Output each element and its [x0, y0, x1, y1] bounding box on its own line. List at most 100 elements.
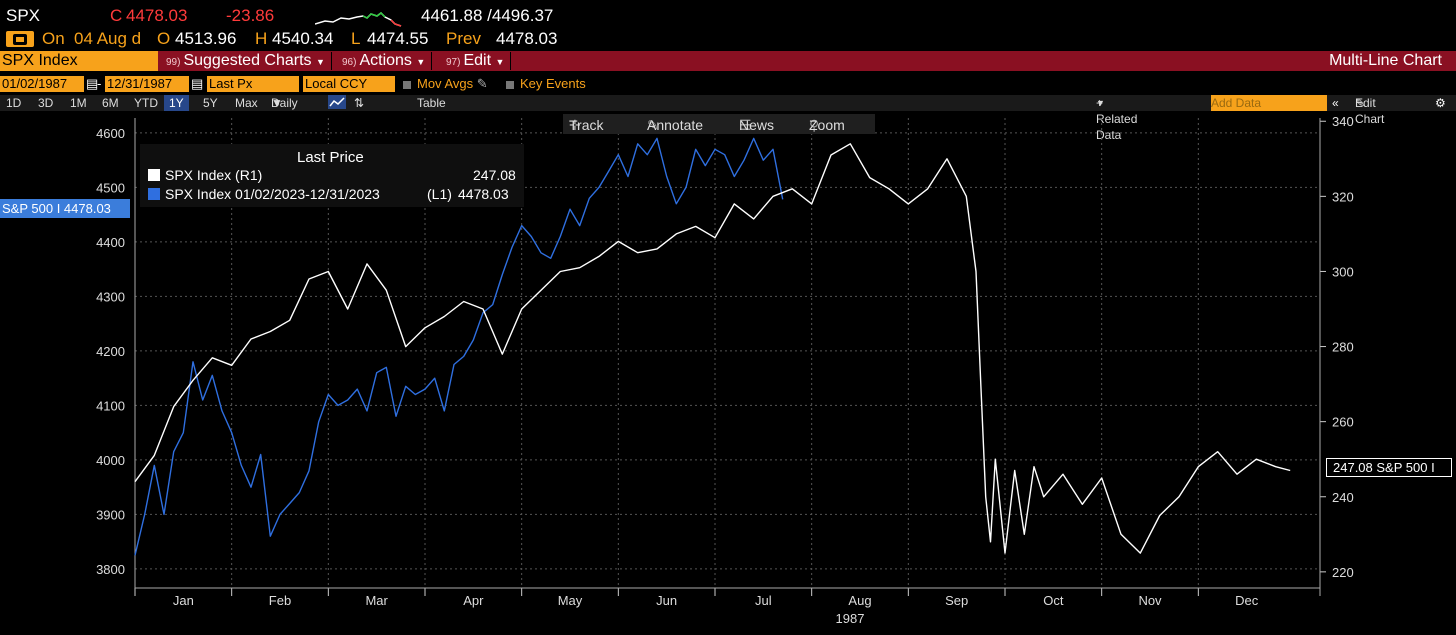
range-ytd[interactable]: YTD	[134, 96, 158, 110]
prev-value: 4478.03	[496, 29, 558, 48]
crosshair-icon: ✛	[569, 117, 581, 133]
key-events-label: Key Events	[520, 76, 586, 91]
prev-label: Prev	[446, 29, 481, 48]
quote-row: On 04 Aug d O 4513.96 H 4540.34 L 4474.5…	[0, 29, 1456, 51]
mov-avgs-toggle[interactable]: Mov Avgs ✎	[403, 76, 488, 92]
bar-chart-icon[interactable]: ⇅	[354, 96, 365, 110]
dropdown-arrow-icon: ▼	[1096, 98, 1105, 108]
month-label: Jul	[755, 593, 772, 608]
params-row: 01/02/1987 ▤ - 12/31/1987 ▤ Last Px Loca…	[0, 76, 1456, 94]
legend-entry-1987[interactable]: SPX Index (R1)	[148, 167, 262, 183]
news-icon: ☰	[739, 117, 752, 133]
blue-swatch-icon	[148, 188, 160, 200]
dropdown-arrow-icon: ▼	[315, 57, 325, 67]
legend: Last Price SPX Index (R1) 247.08 SPX Ind…	[140, 144, 524, 207]
end-date-field[interactable]: 12/31/1987	[105, 76, 189, 92]
pen-icon: ✎	[647, 117, 659, 133]
checkbox-icon	[403, 80, 411, 89]
range-1m[interactable]: 1M	[70, 96, 87, 110]
chart-toolbar: ✛ Track ✎ Annotate ☰ News ⚲ Zoom	[563, 114, 875, 134]
dropdown-arrow-icon: ▼	[495, 57, 505, 67]
month-label: Feb	[269, 593, 291, 608]
actions-menu[interactable]: 96) Actions ▼	[339, 52, 433, 70]
legend-entry-2023[interactable]: SPX Index 01/02/2023-12/31/2023	[148, 186, 380, 202]
last-price: 4478.03	[126, 6, 188, 25]
legend-entry-1987-value: 247.08	[473, 167, 516, 183]
series-line-2023	[134, 137, 784, 556]
field-select[interactable]: Last Px	[207, 76, 299, 92]
month-label: Jan	[173, 593, 194, 608]
range-max[interactable]: Max	[235, 96, 258, 110]
dropdown-arrow-icon: ▼	[271, 96, 283, 110]
news-label: News	[739, 117, 775, 133]
bid-ask-range: 4461.88 /4496.37	[421, 6, 554, 25]
pencil-icon: ✎	[1355, 96, 1366, 110]
open-label: O	[157, 29, 171, 48]
right-tick-label: 300	[1332, 264, 1354, 279]
range-1d[interactable]: 1D	[6, 96, 22, 110]
checkbox-icon	[506, 80, 514, 89]
month-label: Mar	[365, 593, 388, 608]
start-date-field[interactable]: 01/02/1987	[0, 76, 84, 92]
axes	[134, 118, 1326, 596]
chart-type-title: Multi-Line Chart	[1329, 52, 1442, 69]
left-tick-label: 4500	[96, 180, 125, 195]
price-change: -23.86	[226, 6, 275, 25]
low-label: L	[351, 29, 361, 48]
right-tick-label: 220	[1332, 565, 1354, 580]
edit-menu[interactable]: 97) Edit ▼	[443, 52, 512, 70]
month-label: Sep	[945, 593, 968, 608]
collapse-icon[interactable]: «	[1332, 96, 1339, 110]
key-events-toggle[interactable]: Key Events	[506, 76, 586, 92]
month-label: Dec	[1235, 593, 1259, 608]
left-tick-label: 3900	[96, 507, 125, 522]
open-value: 4513.96	[175, 29, 237, 48]
table-button[interactable]: Table	[417, 96, 446, 110]
left-tick-label: 4600	[96, 126, 125, 141]
suggested-charts-menu[interactable]: 99) Suggested Charts ▼	[163, 52, 332, 70]
calendar-icon[interactable]: ▤	[191, 76, 204, 91]
legend-entry-2023-label: SPX Index 01/02/2023-12/31/2023	[165, 186, 380, 202]
range-5y[interactable]: 5Y	[203, 96, 218, 110]
legend-entry-1987-label: SPX Index (R1)	[165, 167, 263, 183]
close-marker: C	[110, 6, 123, 25]
right-tick-label: 240	[1332, 490, 1354, 505]
suggested-charts-shortcut: 99)	[166, 57, 181, 68]
range-3d[interactable]: 3D	[38, 96, 54, 110]
actions-label: Actions	[359, 52, 412, 69]
range-row: 1D 3D 1M 6M YTD 1Y 5Y Max Daily ▼ ⇅ Tabl…	[0, 95, 1456, 142]
left-tick-label: 4400	[96, 235, 125, 250]
gear-icon[interactable]: ⚙	[1435, 96, 1446, 110]
actions-shortcut: 96)	[342, 57, 357, 68]
range-6m[interactable]: 6M	[102, 96, 119, 110]
edit-shortcut: 97)	[446, 57, 461, 68]
range-1y[interactable]: 1Y	[164, 95, 189, 111]
sparkline-icon	[315, 12, 402, 27]
ticker-symbol[interactable]: SPX	[6, 6, 41, 25]
date-dash: -	[97, 76, 102, 91]
quote-date: 04 Aug d	[74, 29, 142, 48]
right-tick-label: 320	[1332, 189, 1354, 204]
left-tick-label: 4200	[96, 344, 125, 359]
ticker-row: SPX C 4478.03 -23.86 4461.88 /4496.37	[0, 6, 1456, 28]
white-swatch-icon	[148, 169, 160, 181]
left-tick-label: 4000	[96, 453, 125, 468]
x-axis-year-label: 1987	[836, 611, 865, 626]
high-label: H	[255, 29, 268, 48]
magnifier-icon: ⚲	[809, 117, 820, 133]
grid	[135, 118, 1320, 588]
edit-chart-label: Edit Chart	[1355, 96, 1385, 126]
menu-bar: SPX Index 99) Suggested Charts ▼ 96) Actio…	[0, 51, 1456, 71]
currency-select[interactable]: Local CCY	[303, 76, 395, 92]
axis-labels: 3800 3900 4000 4100 4200 4300 4400 4500 4600 220 2…	[96, 114, 1354, 626]
left-tick-label: 4300	[96, 289, 125, 304]
add-data-input[interactable]: Add Data	[1211, 95, 1327, 111]
security-field[interactable]: SPX Index	[0, 51, 158, 71]
low-value: 4474.55	[367, 29, 429, 48]
calendar-icon[interactable]: ▤	[86, 76, 99, 91]
series-lines	[134, 137, 1291, 556]
left-axis-price-tag: S&P 500 I 4478.03	[0, 199, 130, 218]
pencil-icon[interactable]: ✎	[476, 76, 488, 91]
month-label: Aug	[848, 593, 871, 608]
dropdown-arrow-icon: ▼	[416, 57, 426, 67]
